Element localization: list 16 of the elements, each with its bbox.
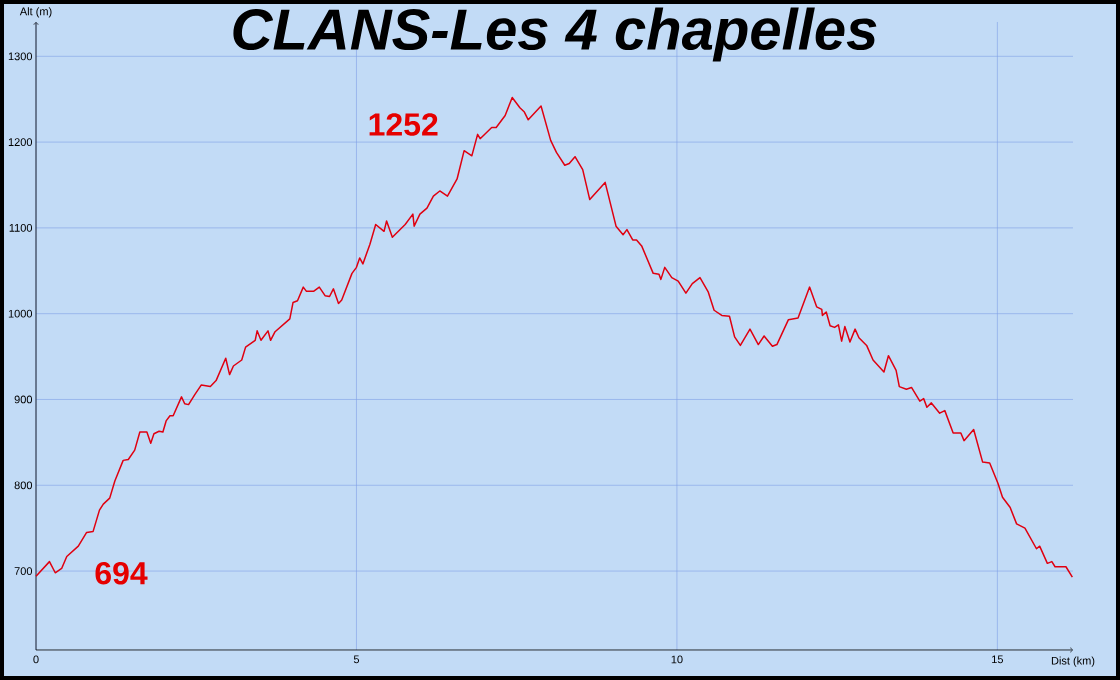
x-tick-label: 15	[992, 655, 1004, 664]
chart-title: CLANS-Les 4 chapelles	[233, 7, 877, 62]
y-axis-title: Alt (m)	[19, 7, 52, 18]
x-tick-label: 10	[671, 655, 683, 664]
y-tick-label: 1200	[8, 138, 33, 146]
y-tick-label: 1300	[8, 52, 33, 61]
annotation: 694	[95, 561, 148, 585]
x-axis-title: Dist (km)	[1051, 656, 1095, 667]
annotation: 1252	[369, 113, 438, 136]
y-tick-label: 1000	[8, 309, 33, 318]
x-tick-label: 5	[353, 655, 360, 664]
x-tick-label: 0	[33, 655, 39, 664]
y-tick-label: 800	[14, 481, 33, 490]
y-tick-label: 700	[14, 567, 33, 575]
y-tick-label: 1100	[9, 224, 33, 232]
y-tick-label: 900	[14, 395, 33, 404]
